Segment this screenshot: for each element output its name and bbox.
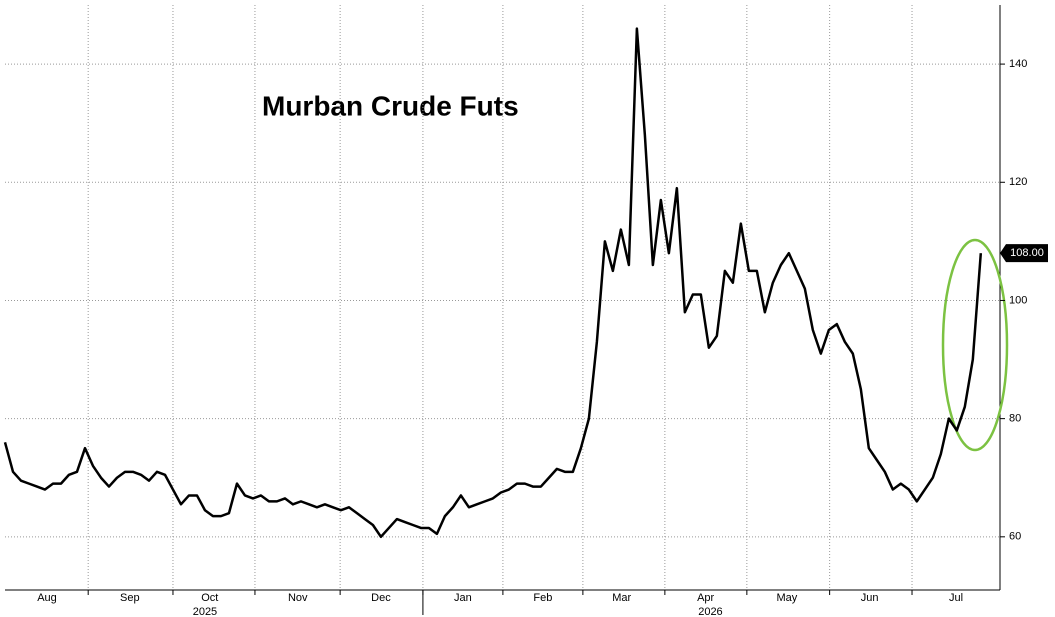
price-line (3, 27, 983, 539)
x-tick-label: May (776, 592, 797, 604)
x-tick-label: Apr (697, 592, 714, 604)
y-tick-label: 140 (1009, 58, 1027, 70)
x-tick-label: Dec (371, 592, 391, 604)
y-tick-label: 100 (1009, 294, 1027, 306)
y-tick-label: 60 (1009, 531, 1021, 543)
year-label: 2026 (698, 606, 722, 617)
highlight-ellipse (941, 238, 1009, 452)
chart-title: Murban Crude Futs (262, 90, 519, 121)
y-tick-label: 80 (1009, 413, 1021, 425)
last-price-box (1000, 244, 1048, 263)
x-tick-label: Nov (288, 592, 308, 604)
year-label: 2025 (193, 606, 217, 617)
x-tick-label: Sep (120, 592, 140, 604)
x-tick-label: Jan (454, 592, 472, 604)
x-tick-label: Jul (949, 592, 963, 604)
y-tick-label: 120 (1009, 176, 1027, 188)
x-tick-label: Aug (37, 592, 57, 604)
x-tick-label: Feb (533, 592, 552, 604)
x-tick-label: Mar (612, 592, 631, 604)
x-tick-label: Jun (861, 592, 879, 604)
x-tick-label: Oct (201, 592, 218, 604)
last-price-label: 108.00 (1010, 247, 1044, 259)
